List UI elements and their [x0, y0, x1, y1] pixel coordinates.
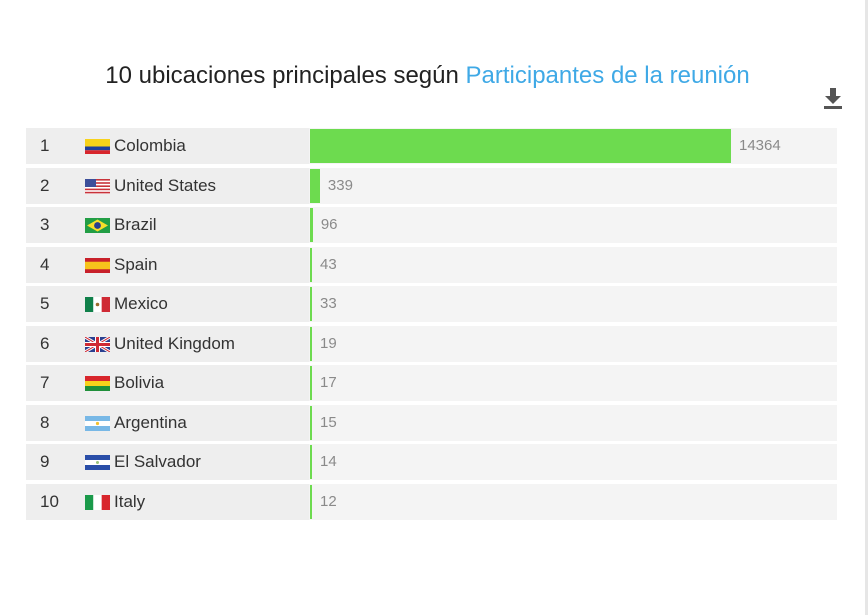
table-row[interactable]: 3 Brazil 96 [26, 207, 837, 243]
value-label: 33 [320, 295, 337, 312]
rank-label: 3 [40, 215, 50, 234]
bar [310, 208, 313, 242]
rank-label: 6 [40, 333, 50, 353]
value-label: 14364 [739, 137, 781, 154]
value-label: 43 [320, 255, 337, 273]
country-name: Argentina [114, 412, 187, 432]
mexico-flag-icon [85, 297, 110, 312]
bar [310, 405, 312, 440]
country-name: Italy [114, 491, 146, 511]
value-label: 96 [320, 216, 338, 233]
united-states-flag-icon [85, 178, 110, 194]
value-label: 12 [320, 492, 337, 510]
row-label-cell [26, 444, 309, 480]
row-label-cell [26, 365, 309, 401]
bar [310, 129, 731, 163]
chart-title: 10 ubicaciones principales según Partici… [0, 62, 855, 90]
table-row[interactable]: 5 Mexico 33 [26, 286, 837, 322]
table-row[interactable]: 10 Italy 12 [26, 483, 837, 520]
bar [310, 445, 312, 479]
country-name: Brazil [114, 215, 157, 234]
table-row[interactable]: 4 Spain 43 [26, 246, 837, 283]
row-label-cell [26, 404, 309, 441]
bar [310, 168, 320, 203]
country-name: Spain [114, 254, 158, 274]
united-kingdom-flag-icon [85, 336, 110, 352]
ranking-table: 1 Colombia 14364 2 United States 339 3 Brazil 96… [26, 128, 837, 523]
brazil-flag-icon [85, 218, 110, 233]
row-label-cell [26, 246, 309, 283]
rank-label: 8 [40, 412, 50, 432]
colombia-flag-icon [85, 139, 110, 154]
country-name: El Salvador [114, 452, 201, 471]
country-name: United States [114, 175, 217, 195]
value-label: 14 [320, 453, 337, 470]
bolivia-flag-icon [85, 376, 110, 391]
rank-label: 5 [40, 294, 50, 313]
rank-label: 1 [40, 136, 50, 155]
table-row[interactable]: 6 United Kingdom 19 [26, 325, 837, 362]
table-row[interactable]: 1 Colombia 14364 [26, 128, 837, 164]
title-prefix: 10 ubicaciones principales según [105, 62, 459, 89]
country-name: United Kingdom [114, 333, 235, 353]
row-label-cell [26, 286, 309, 322]
spain-flag-icon [85, 257, 110, 273]
row-label-cell [26, 128, 309, 164]
title-metric[interactable]: Participantes de la reunión [465, 62, 750, 89]
country-name: Colombia [114, 136, 186, 155]
country-name: Mexico [114, 294, 168, 313]
row-label-cell [26, 325, 309, 362]
rank-label: 4 [40, 254, 50, 274]
download-icon[interactable] [822, 86, 844, 110]
table-row[interactable]: 7 Bolivia 17 [26, 365, 837, 401]
value-label: 339 [327, 176, 353, 194]
rank-label: 10 [40, 491, 59, 511]
rank-label: 2 [40, 175, 50, 195]
el-salvador-flag-icon [85, 455, 110, 470]
right-border [865, 0, 868, 615]
row-label-cell [26, 483, 309, 520]
bar [310, 484, 312, 519]
table-row[interactable]: 8 Argentina 15 [26, 404, 837, 441]
row-label-cell [26, 167, 309, 204]
value-label: 19 [320, 334, 337, 352]
row-label-cell [26, 207, 309, 243]
bar [310, 366, 312, 400]
table-row[interactable]: 9 El Salvador 14 [26, 444, 837, 480]
rank-label: 9 [40, 452, 50, 471]
value-label: 17 [320, 374, 337, 391]
country-name: Bolivia [114, 373, 165, 392]
table-row[interactable]: 2 United States 339 [26, 167, 837, 204]
bar [310, 326, 312, 361]
argentina-flag-icon [85, 415, 110, 431]
rank-label: 7 [40, 373, 50, 392]
bar [310, 247, 312, 282]
bar [310, 287, 312, 321]
italy-flag-icon [85, 494, 110, 510]
value-label: 15 [320, 413, 337, 431]
